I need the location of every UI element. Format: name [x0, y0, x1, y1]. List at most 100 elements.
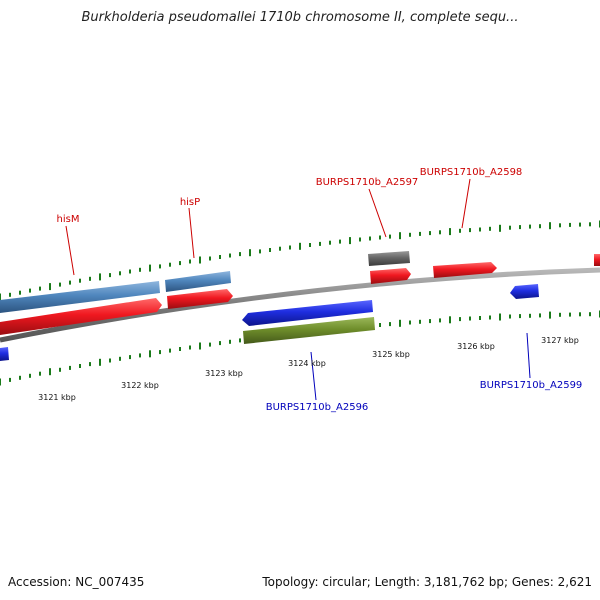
BURPS1710b_A2596-gene-feature[interactable] [243, 317, 375, 344]
lower-scale-minor-tick [129, 355, 131, 360]
pseudo-gene-feature[interactable] [368, 251, 410, 266]
lower-scale-minor-tick [439, 318, 441, 323]
upper-scale-minor-tick [369, 236, 371, 241]
lower-scale-minor-tick [539, 313, 541, 318]
edge-cds-feature[interactable] [594, 254, 600, 266]
lower-scale-minor-tick [39, 371, 41, 376]
hisM-cds-feature[interactable] [0, 298, 162, 335]
scale-label-3122: 3122 kbp [121, 381, 159, 390]
gene-label-A2598[interactable]: BURPS1710b_A2598 [420, 167, 523, 178]
gene-label-A2596[interactable]: BURPS1710b_A2596 [266, 402, 369, 413]
upper-scale-minor-tick [89, 276, 91, 281]
upper-scale-minor-tick [319, 241, 321, 246]
upper-scale-minor-tick [9, 292, 11, 297]
lower-scale-minor-tick [489, 315, 491, 320]
upper-scale-minor-tick [379, 235, 381, 240]
upper-scale-major-tick [549, 222, 551, 230]
A2597-leader-line [368, 188, 387, 238]
gene-label-A2597[interactable]: BURPS1710b_A2597 [316, 177, 419, 188]
upper-scale-minor-tick [29, 288, 31, 293]
scale-label-3123: 3123 kbp [205, 369, 243, 378]
upper-scale-minor-tick [559, 223, 561, 228]
A2598-leader-line [461, 178, 471, 229]
upper-scale-minor-tick [229, 253, 231, 258]
hisP-gene-feature[interactable] [165, 271, 231, 292]
hisP-cds-feature[interactable] [167, 289, 233, 309]
gene-label-hisM[interactable]: hisM [57, 214, 80, 225]
upper-scale-minor-tick [219, 255, 221, 259]
lower-scale-minor-tick [219, 341, 221, 346]
lower-scale-minor-tick [9, 377, 11, 382]
gene-label-A2599[interactable]: BURPS1710b_A2599 [480, 380, 583, 391]
lower-scale-minor-tick [59, 367, 61, 372]
upper-scale-major-tick [249, 249, 251, 257]
BURPS1710b_A2597-cds-feature[interactable] [370, 268, 411, 284]
upper-scale-minor-tick [129, 269, 131, 274]
lower-scale-minor-tick [519, 314, 521, 319]
upper-scale-minor-tick [309, 243, 311, 247]
upper-scale-minor-tick [429, 231, 431, 236]
lower-scale-minor-tick [89, 362, 91, 367]
upper-scale-major-tick [0, 293, 1, 301]
upper-scale-ticks [0, 220, 600, 301]
lower-scale-major-tick [549, 311, 551, 319]
BURPS1710b_A2596-cds-feature[interactable] [242, 300, 373, 326]
upper-scale-minor-tick [479, 227, 481, 232]
lower-scale-minor-tick [159, 350, 161, 355]
lower-scale-minor-tick [559, 312, 561, 317]
upper-scale-minor-tick [579, 222, 581, 227]
topology-summary-text: Topology: circular; Length: 3,181,762 bp… [262, 575, 592, 589]
lower-scale-minor-tick [119, 356, 121, 361]
upper-scale-minor-tick [509, 225, 511, 230]
hisP-leader-line [188, 207, 195, 259]
lower-scale-minor-tick [479, 316, 481, 320]
BURPS1710b_A2599-cds-feature[interactable] [510, 284, 539, 299]
hisM-leader-line [65, 225, 75, 276]
chromosome-title: Burkholderia pseudomallei 1710b chromoso… [81, 10, 519, 25]
edge-reverse-cds-feature[interactable] [0, 347, 9, 361]
gene-label-hisP[interactable]: hisP [180, 197, 200, 208]
upper-scale-minor-tick [109, 273, 111, 278]
BURPS1710b_A2598-cds-feature[interactable] [433, 262, 497, 278]
upper-scale-minor-tick [169, 262, 171, 267]
lower-scale-minor-tick [529, 313, 531, 318]
upper-scale-minor-tick [569, 222, 571, 227]
upper-scale-minor-tick [119, 271, 121, 276]
lower-scale-minor-tick [419, 319, 421, 324]
lower-scale-minor-tick [139, 353, 141, 358]
upper-scale-major-tick [399, 232, 401, 240]
chromosome-backbone [0, 267, 600, 343]
hisM-gene-feature[interactable] [0, 281, 160, 313]
upper-scale-major-tick [299, 242, 301, 250]
lower-scale-major-tick [499, 313, 501, 321]
A2599-leader-line [526, 332, 531, 379]
upper-scale-major-tick [499, 224, 501, 232]
lower-scale-minor-tick [389, 322, 391, 327]
upper-scale-minor-tick [469, 228, 471, 233]
upper-scale-minor-tick [519, 225, 521, 230]
lower-scale-minor-tick [429, 319, 431, 324]
upper-scale-major-tick [49, 283, 51, 291]
upper-scale-minor-tick [179, 261, 181, 266]
lower-scale-major-tick [199, 342, 201, 350]
upper-scale-minor-tick [39, 286, 41, 291]
upper-scale-minor-tick [259, 249, 261, 254]
lower-scale-minor-tick [509, 314, 511, 319]
upper-scale-minor-tick [459, 228, 461, 233]
upper-scale-minor-tick [389, 234, 391, 239]
upper-scale-minor-tick [279, 246, 281, 251]
upper-scale-minor-tick [589, 222, 591, 227]
upper-scale-major-tick [199, 256, 201, 264]
upper-scale-minor-tick [189, 259, 191, 264]
upper-scale-minor-tick [339, 239, 341, 244]
lower-scale-minor-tick [409, 320, 411, 325]
upper-scale-minor-tick [59, 282, 61, 287]
upper-scale-minor-tick [329, 240, 331, 245]
upper-scale-major-tick [349, 237, 351, 245]
upper-scale-minor-tick [209, 256, 211, 261]
upper-scale-minor-tick [239, 252, 241, 257]
upper-scale-major-tick [149, 264, 151, 272]
upper-scale-minor-tick [79, 278, 81, 283]
upper-scale-minor-tick [539, 224, 541, 229]
